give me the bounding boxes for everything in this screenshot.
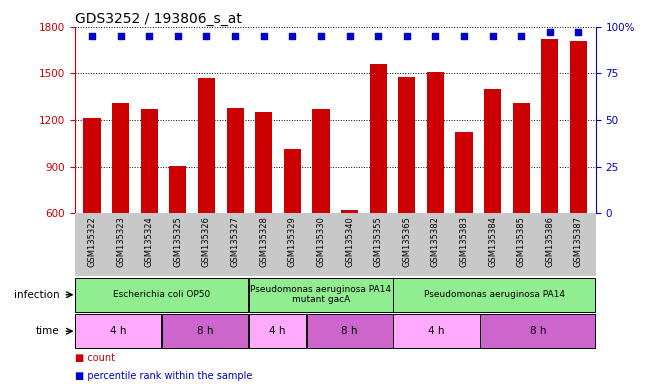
- Bar: [398, 77, 415, 306]
- Text: ■ count: ■ count: [75, 353, 115, 363]
- Text: GSM135384: GSM135384: [488, 216, 497, 267]
- Bar: [83, 118, 101, 306]
- Bar: [198, 78, 215, 306]
- Text: infection: infection: [14, 290, 59, 300]
- Text: Escherichia coli OP50: Escherichia coli OP50: [113, 290, 210, 299]
- Text: 8 h: 8 h: [197, 326, 214, 336]
- Bar: [456, 132, 473, 306]
- Text: 4 h: 4 h: [428, 326, 445, 336]
- Bar: [370, 64, 387, 306]
- Text: GSM135387: GSM135387: [574, 216, 583, 267]
- Point: [373, 33, 383, 39]
- Bar: [112, 103, 130, 306]
- Bar: [75, 278, 248, 311]
- Bar: [169, 166, 186, 306]
- Text: GSM135355: GSM135355: [374, 216, 383, 267]
- Point: [230, 33, 240, 39]
- Point: [516, 33, 527, 39]
- Text: GSM135327: GSM135327: [230, 216, 240, 267]
- Text: GDS3252 / 193806_s_at: GDS3252 / 193806_s_at: [75, 12, 242, 26]
- Bar: [284, 149, 301, 306]
- Text: GSM135326: GSM135326: [202, 216, 211, 267]
- Point: [287, 33, 298, 39]
- Bar: [249, 314, 306, 348]
- Bar: [75, 314, 161, 348]
- Text: GSM135330: GSM135330: [316, 216, 326, 267]
- Point: [201, 33, 212, 39]
- Point: [402, 33, 412, 39]
- Bar: [570, 41, 587, 306]
- Bar: [541, 39, 559, 306]
- Point: [173, 33, 183, 39]
- Point: [488, 33, 498, 39]
- Point: [459, 33, 469, 39]
- Text: Pseudomonas aeruginosa PA14
mutant gacA: Pseudomonas aeruginosa PA14 mutant gacA: [250, 285, 391, 305]
- Bar: [312, 109, 329, 306]
- Bar: [141, 109, 158, 306]
- Text: 8 h: 8 h: [342, 326, 358, 336]
- Text: 4 h: 4 h: [110, 326, 126, 336]
- Point: [87, 33, 97, 39]
- Text: Pseudomonas aeruginosa PA14: Pseudomonas aeruginosa PA14: [424, 290, 565, 299]
- Point: [258, 33, 269, 39]
- Text: GSM135365: GSM135365: [402, 216, 411, 267]
- Bar: [480, 314, 596, 348]
- Point: [574, 30, 584, 36]
- Text: GSM135324: GSM135324: [145, 216, 154, 267]
- Text: GSM135383: GSM135383: [460, 216, 469, 267]
- Bar: [307, 314, 393, 348]
- Point: [545, 30, 555, 36]
- Bar: [341, 210, 358, 306]
- Point: [144, 33, 154, 39]
- Point: [316, 33, 326, 39]
- Bar: [162, 314, 248, 348]
- Text: GSM135328: GSM135328: [259, 216, 268, 267]
- Point: [430, 33, 441, 39]
- Bar: [393, 314, 480, 348]
- Bar: [427, 72, 444, 306]
- Text: time: time: [36, 326, 59, 336]
- Text: 4 h: 4 h: [269, 326, 286, 336]
- Bar: [393, 278, 596, 311]
- Text: GSM135382: GSM135382: [431, 216, 440, 267]
- Text: 8 h: 8 h: [529, 326, 546, 336]
- Point: [344, 33, 355, 39]
- Point: [115, 33, 126, 39]
- Text: GSM135385: GSM135385: [517, 216, 526, 267]
- Text: ■ percentile rank within the sample: ■ percentile rank within the sample: [75, 371, 252, 381]
- Bar: [484, 89, 501, 306]
- Bar: [227, 108, 243, 306]
- Text: GSM135323: GSM135323: [116, 216, 125, 267]
- Text: GSM135322: GSM135322: [87, 216, 96, 267]
- Text: GSM135340: GSM135340: [345, 216, 354, 267]
- Bar: [249, 278, 393, 311]
- Text: GSM135329: GSM135329: [288, 216, 297, 267]
- Text: GSM135386: GSM135386: [546, 216, 555, 267]
- Bar: [255, 112, 272, 306]
- Bar: [513, 103, 530, 306]
- Text: GSM135325: GSM135325: [173, 216, 182, 267]
